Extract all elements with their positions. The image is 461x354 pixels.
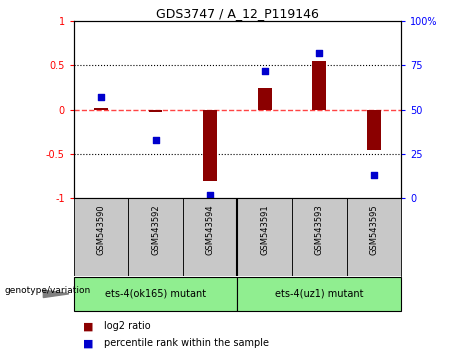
Bar xyxy=(203,110,217,181)
FancyBboxPatch shape xyxy=(74,198,128,276)
Point xyxy=(315,50,323,56)
Text: GSM543591: GSM543591 xyxy=(260,205,269,255)
Point xyxy=(261,68,268,74)
Bar xyxy=(149,110,162,112)
Title: GDS3747 / A_12_P119146: GDS3747 / A_12_P119146 xyxy=(156,7,319,20)
Text: ets-4(ok165) mutant: ets-4(ok165) mutant xyxy=(105,289,206,299)
Text: ets-4(uz1) mutant: ets-4(uz1) mutant xyxy=(275,289,363,299)
Point xyxy=(97,95,105,100)
Point xyxy=(207,192,214,198)
Text: GSM543592: GSM543592 xyxy=(151,205,160,255)
Point xyxy=(370,172,378,178)
FancyBboxPatch shape xyxy=(183,198,237,276)
Bar xyxy=(94,108,108,110)
Bar xyxy=(367,110,381,149)
Text: GSM543595: GSM543595 xyxy=(369,205,378,255)
FancyBboxPatch shape xyxy=(74,277,237,311)
FancyBboxPatch shape xyxy=(237,277,401,311)
Polygon shape xyxy=(43,290,69,297)
Bar xyxy=(313,61,326,110)
FancyBboxPatch shape xyxy=(347,198,401,276)
Text: log2 ratio: log2 ratio xyxy=(104,321,150,331)
FancyBboxPatch shape xyxy=(292,198,347,276)
Text: ■: ■ xyxy=(83,338,94,348)
Text: percentile rank within the sample: percentile rank within the sample xyxy=(104,338,269,348)
Point xyxy=(152,137,159,143)
Bar xyxy=(258,88,272,110)
Text: GSM543590: GSM543590 xyxy=(96,205,106,255)
FancyBboxPatch shape xyxy=(237,198,292,276)
FancyBboxPatch shape xyxy=(128,198,183,276)
Text: genotype/variation: genotype/variation xyxy=(5,286,91,295)
Text: GSM543593: GSM543593 xyxy=(315,205,324,255)
Text: ■: ■ xyxy=(83,321,94,331)
Text: GSM543594: GSM543594 xyxy=(206,205,215,255)
